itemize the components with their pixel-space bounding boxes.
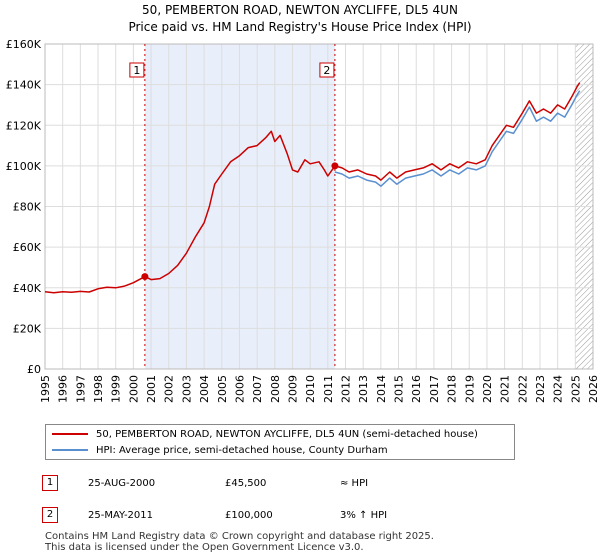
sale-date: 25-AUG-2000 — [88, 478, 156, 489]
sale-price: £45,500 — [225, 478, 267, 489]
sale-price: £100,000 — [225, 510, 273, 521]
x-tick-label: 1999 — [110, 375, 123, 403]
x-tick-label: 2007 — [251, 375, 264, 403]
x-tick-label: 2015 — [393, 375, 406, 403]
x-tick-label: 2017 — [428, 375, 441, 403]
chart-legend: 50, PEMBERTON ROAD, NEWTON AYCLIFFE, DL5… — [45, 424, 515, 460]
footer-line-1: Contains HM Land Registry data © Crown c… — [45, 531, 434, 542]
x-tick-label: 2018 — [446, 375, 459, 403]
x-tick-label: 2026 — [587, 375, 600, 403]
chart-title: 50, PEMBERTON ROAD, NEWTON AYCLIFFE, DL5… — [142, 3, 458, 17]
x-tick-label: 2013 — [357, 375, 370, 403]
legend-item-hpi: HPI: Average price, semi-detached house,… — [52, 443, 388, 459]
x-tick-label: 1995 — [39, 375, 52, 403]
sale-marker-label: 1 — [133, 64, 140, 77]
sale-hpi-relation: 3% ↑ HPI — [340, 510, 388, 521]
x-tick-label: 2003 — [180, 375, 193, 403]
series-line — [334, 90, 581, 187]
legend-item-property: 50, PEMBERTON ROAD, NEWTON AYCLIFFE, DL5… — [52, 427, 478, 443]
x-tick-label: 1996 — [57, 375, 70, 403]
plot-area-border — [44, 43, 594, 370]
x-tick-label: 1998 — [92, 375, 105, 403]
x-tick-label: 2022 — [516, 375, 529, 403]
sale-row: 1 25-AUG-2000 £45,500 ≈ HPI — [40, 474, 560, 494]
x-tick-label: 2025 — [569, 375, 582, 403]
x-tick-label: 2009 — [286, 375, 299, 403]
sale-number-badge: 1 — [42, 475, 58, 491]
y-tick-label: £120K — [6, 119, 42, 132]
x-tick-label: 2014 — [375, 375, 388, 403]
x-tick-label: 2004 — [198, 375, 211, 403]
sale-marker-box — [319, 62, 335, 78]
sale-point — [141, 273, 149, 281]
y-tick-label: £100K — [6, 160, 42, 173]
sale-date: 25-MAY-2011 — [88, 510, 154, 521]
x-tick-label: 2023 — [534, 375, 547, 403]
y-tick-label: £80K — [13, 201, 42, 214]
x-tick-label: 2006 — [233, 375, 246, 403]
x-tick-label: 2021 — [499, 375, 512, 403]
y-tick-label: £40K — [13, 282, 42, 295]
y-tick-label: £160K — [6, 38, 42, 51]
x-tick-label: 1997 — [74, 375, 87, 403]
legend-label-property: 50, PEMBERTON ROAD, NEWTON AYCLIFFE, DL5… — [96, 429, 478, 440]
legend-swatch-hpi — [52, 449, 88, 451]
y-tick-label: £140K — [6, 79, 42, 92]
x-tick-label: 2016 — [410, 375, 423, 403]
x-tick-label: 2008 — [269, 375, 282, 403]
y-tick-label: £20K — [13, 322, 42, 335]
x-tick-label: 2001 — [145, 375, 158, 403]
y-tick-label: £0 — [27, 363, 41, 376]
x-tick-label: 2019 — [463, 375, 476, 403]
series-line — [44, 82, 581, 294]
sale-point — [331, 162, 339, 170]
sale-row: 2 25-MAY-2011 £100,000 3% ↑ HPI — [40, 506, 560, 526]
x-tick-label: 2012 — [340, 375, 353, 403]
footer-line-2: This data is licensed under the Open Gov… — [45, 542, 364, 553]
x-tick-label: 2011 — [322, 375, 335, 403]
price-chart: 50, PEMBERTON ROAD, NEWTON AYCLIFFE, DL5… — [6, 3, 600, 403]
x-tick-label: 2024 — [552, 375, 565, 403]
sale-marker-label: 2 — [323, 64, 330, 77]
chart-subtitle: Price paid vs. HM Land Registry's House … — [128, 20, 471, 34]
y-tick-label: £60K — [13, 241, 42, 254]
x-tick-label: 2000 — [127, 375, 140, 403]
sale-number-badge: 2 — [42, 507, 58, 523]
legend-swatch-property — [52, 433, 88, 435]
x-tick-label: 2002 — [163, 375, 176, 403]
x-tick-label: 2005 — [216, 375, 229, 403]
x-tick-label: 2010 — [304, 375, 317, 403]
sale-hpi-relation: ≈ HPI — [340, 478, 369, 489]
footer-attribution: Contains HM Land Registry data © Crown c… — [45, 531, 434, 553]
x-tick-label: 2020 — [481, 375, 494, 403]
sale-marker-box — [129, 62, 145, 78]
legend-label-hpi: HPI: Average price, semi-detached house,… — [96, 445, 388, 456]
